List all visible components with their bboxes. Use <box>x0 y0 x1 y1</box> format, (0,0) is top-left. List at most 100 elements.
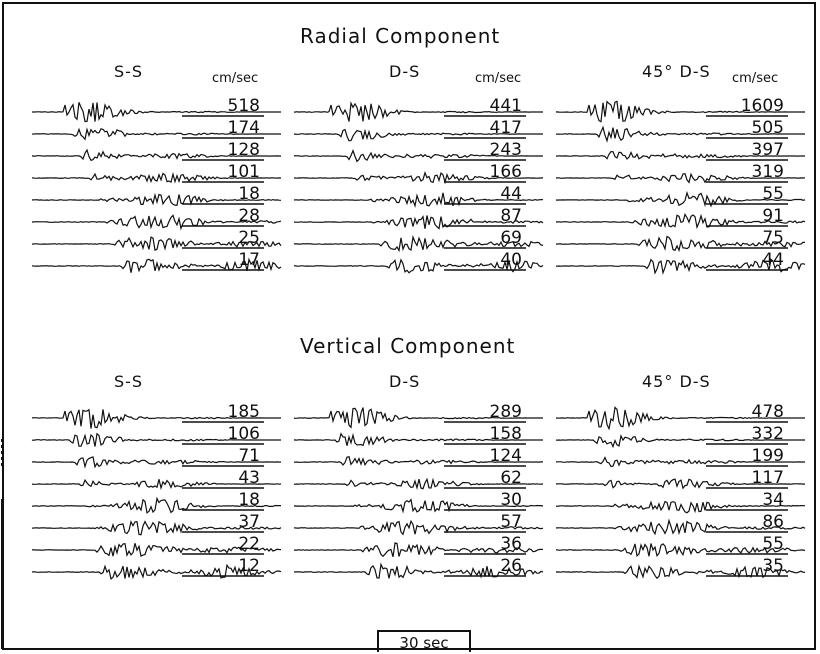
waveform-trace <box>31 456 282 469</box>
trace-row: 397 <box>555 140 806 162</box>
waveform-path <box>293 192 544 209</box>
trace-row: 417 <box>293 118 544 142</box>
waveform-trace <box>555 125 805 143</box>
amplitude-label: 106 <box>227 424 260 444</box>
trace-row: 518 <box>32 96 282 123</box>
amplitude-label: 185 <box>227 402 260 422</box>
trace-row: 1609 <box>555 96 806 123</box>
amplitude-label: 332 <box>751 424 784 444</box>
waveform-trace <box>31 496 281 514</box>
waveform-path <box>293 234 544 253</box>
waveform-trace <box>555 434 805 449</box>
radial-col-label-45ds: 45° D-S <box>642 62 711 81</box>
trace-row: 101 <box>31 162 282 184</box>
amplitude-label: 101 <box>227 162 260 182</box>
trace-row: 441 <box>293 96 544 122</box>
trace-row: 18 <box>31 184 282 206</box>
amplitude-label: 71 <box>238 446 260 466</box>
amplitude-label: 40 <box>500 250 522 270</box>
trace-row: 37 <box>31 512 282 536</box>
vertical-title: Vertical Component <box>300 334 516 358</box>
left-edge-marks <box>0 439 6 649</box>
waveform-trace <box>555 213 806 230</box>
amplitude-label: 518 <box>227 96 260 116</box>
waveform-path <box>555 564 805 580</box>
waveform-trace <box>293 456 543 467</box>
vertical-col-label-ds: D-S <box>389 372 421 391</box>
trace-row: 319 <box>556 162 806 184</box>
time-scale-label: 30 sec <box>399 634 449 652</box>
waveform-path <box>293 498 544 514</box>
trace-row: 40 <box>293 250 544 274</box>
amplitude-label: 158 <box>489 424 522 444</box>
amplitude-label: 478 <box>751 402 784 422</box>
trace-row: 43 <box>31 468 282 491</box>
waveform-trace <box>556 406 805 431</box>
waveform-path <box>31 192 282 206</box>
amplitude-label: 35 <box>762 556 784 576</box>
amplitude-label: 124 <box>489 446 522 466</box>
amplitude-label: 75 <box>762 228 784 248</box>
waveform-trace <box>31 543 282 558</box>
waveform-path <box>556 406 805 431</box>
waveform-trace <box>293 258 544 274</box>
waveform-path <box>555 518 806 536</box>
waveform-path <box>293 149 543 163</box>
amplitude-label: 441 <box>489 96 522 116</box>
waveform-trace <box>555 258 806 276</box>
amplitude-label: 26 <box>500 556 522 576</box>
waveform-path <box>31 408 281 429</box>
trace-row: 199 <box>555 446 806 468</box>
waveform-path <box>31 148 282 162</box>
trace-row: 75 <box>555 228 806 253</box>
waveform-trace <box>555 543 806 558</box>
trace-row: 91 <box>555 206 806 230</box>
amplitude-label: 30 <box>500 490 522 510</box>
waveform-trace <box>31 236 282 251</box>
trace-row: 22 <box>31 534 282 558</box>
waveform-trace <box>293 128 543 142</box>
waveform-trace <box>31 171 282 184</box>
trace-row: 505 <box>555 118 806 143</box>
amplitude-label: 25 <box>238 228 260 248</box>
amplitude-label: 397 <box>751 140 784 160</box>
trace-row: 478 <box>556 402 806 431</box>
radial-col-label-ds: D-S <box>389 62 421 81</box>
trace-row: 57 <box>293 512 544 536</box>
amplitude-label: 91 <box>762 206 784 226</box>
waveform-trace <box>555 518 806 536</box>
waveform-trace <box>31 563 282 580</box>
radial-unit-45ds: cm/sec <box>732 71 779 86</box>
waveform-trace <box>555 500 805 514</box>
amplitude-label: 166 <box>489 162 522 182</box>
trace-row: 71 <box>31 446 282 469</box>
waveform-path <box>294 170 544 185</box>
trace-row: 35 <box>555 556 806 580</box>
waveform-trace <box>293 101 543 122</box>
waveform-trace <box>293 192 544 209</box>
waveform-path <box>555 213 806 230</box>
waveform-path <box>293 519 544 536</box>
trace-row: 28 <box>32 206 282 231</box>
trace-row: 185 <box>31 402 282 429</box>
trace-row: 25 <box>31 228 282 251</box>
waveform-trace <box>293 562 544 579</box>
radial-unit-ds: cm/sec <box>475 71 522 86</box>
trace-row: 289 <box>293 402 544 429</box>
amplitude-label: 18 <box>238 490 260 510</box>
waveform-trace <box>31 478 282 491</box>
time-scale-bar: 30 sec <box>377 630 471 652</box>
waveform-path <box>31 257 282 273</box>
trace-row: 12 <box>31 556 282 580</box>
waveform-trace <box>293 477 544 491</box>
waveform-path <box>31 520 282 536</box>
amplitude-label: 57 <box>500 512 522 532</box>
amplitude-label: 1609 <box>740 96 784 116</box>
trace-row: 55 <box>555 534 806 558</box>
waveform-path <box>31 563 282 580</box>
amplitude-label: 22 <box>238 534 260 554</box>
waveform-path <box>31 171 282 184</box>
waveform-path <box>556 172 806 184</box>
waveform-trace <box>31 520 282 536</box>
